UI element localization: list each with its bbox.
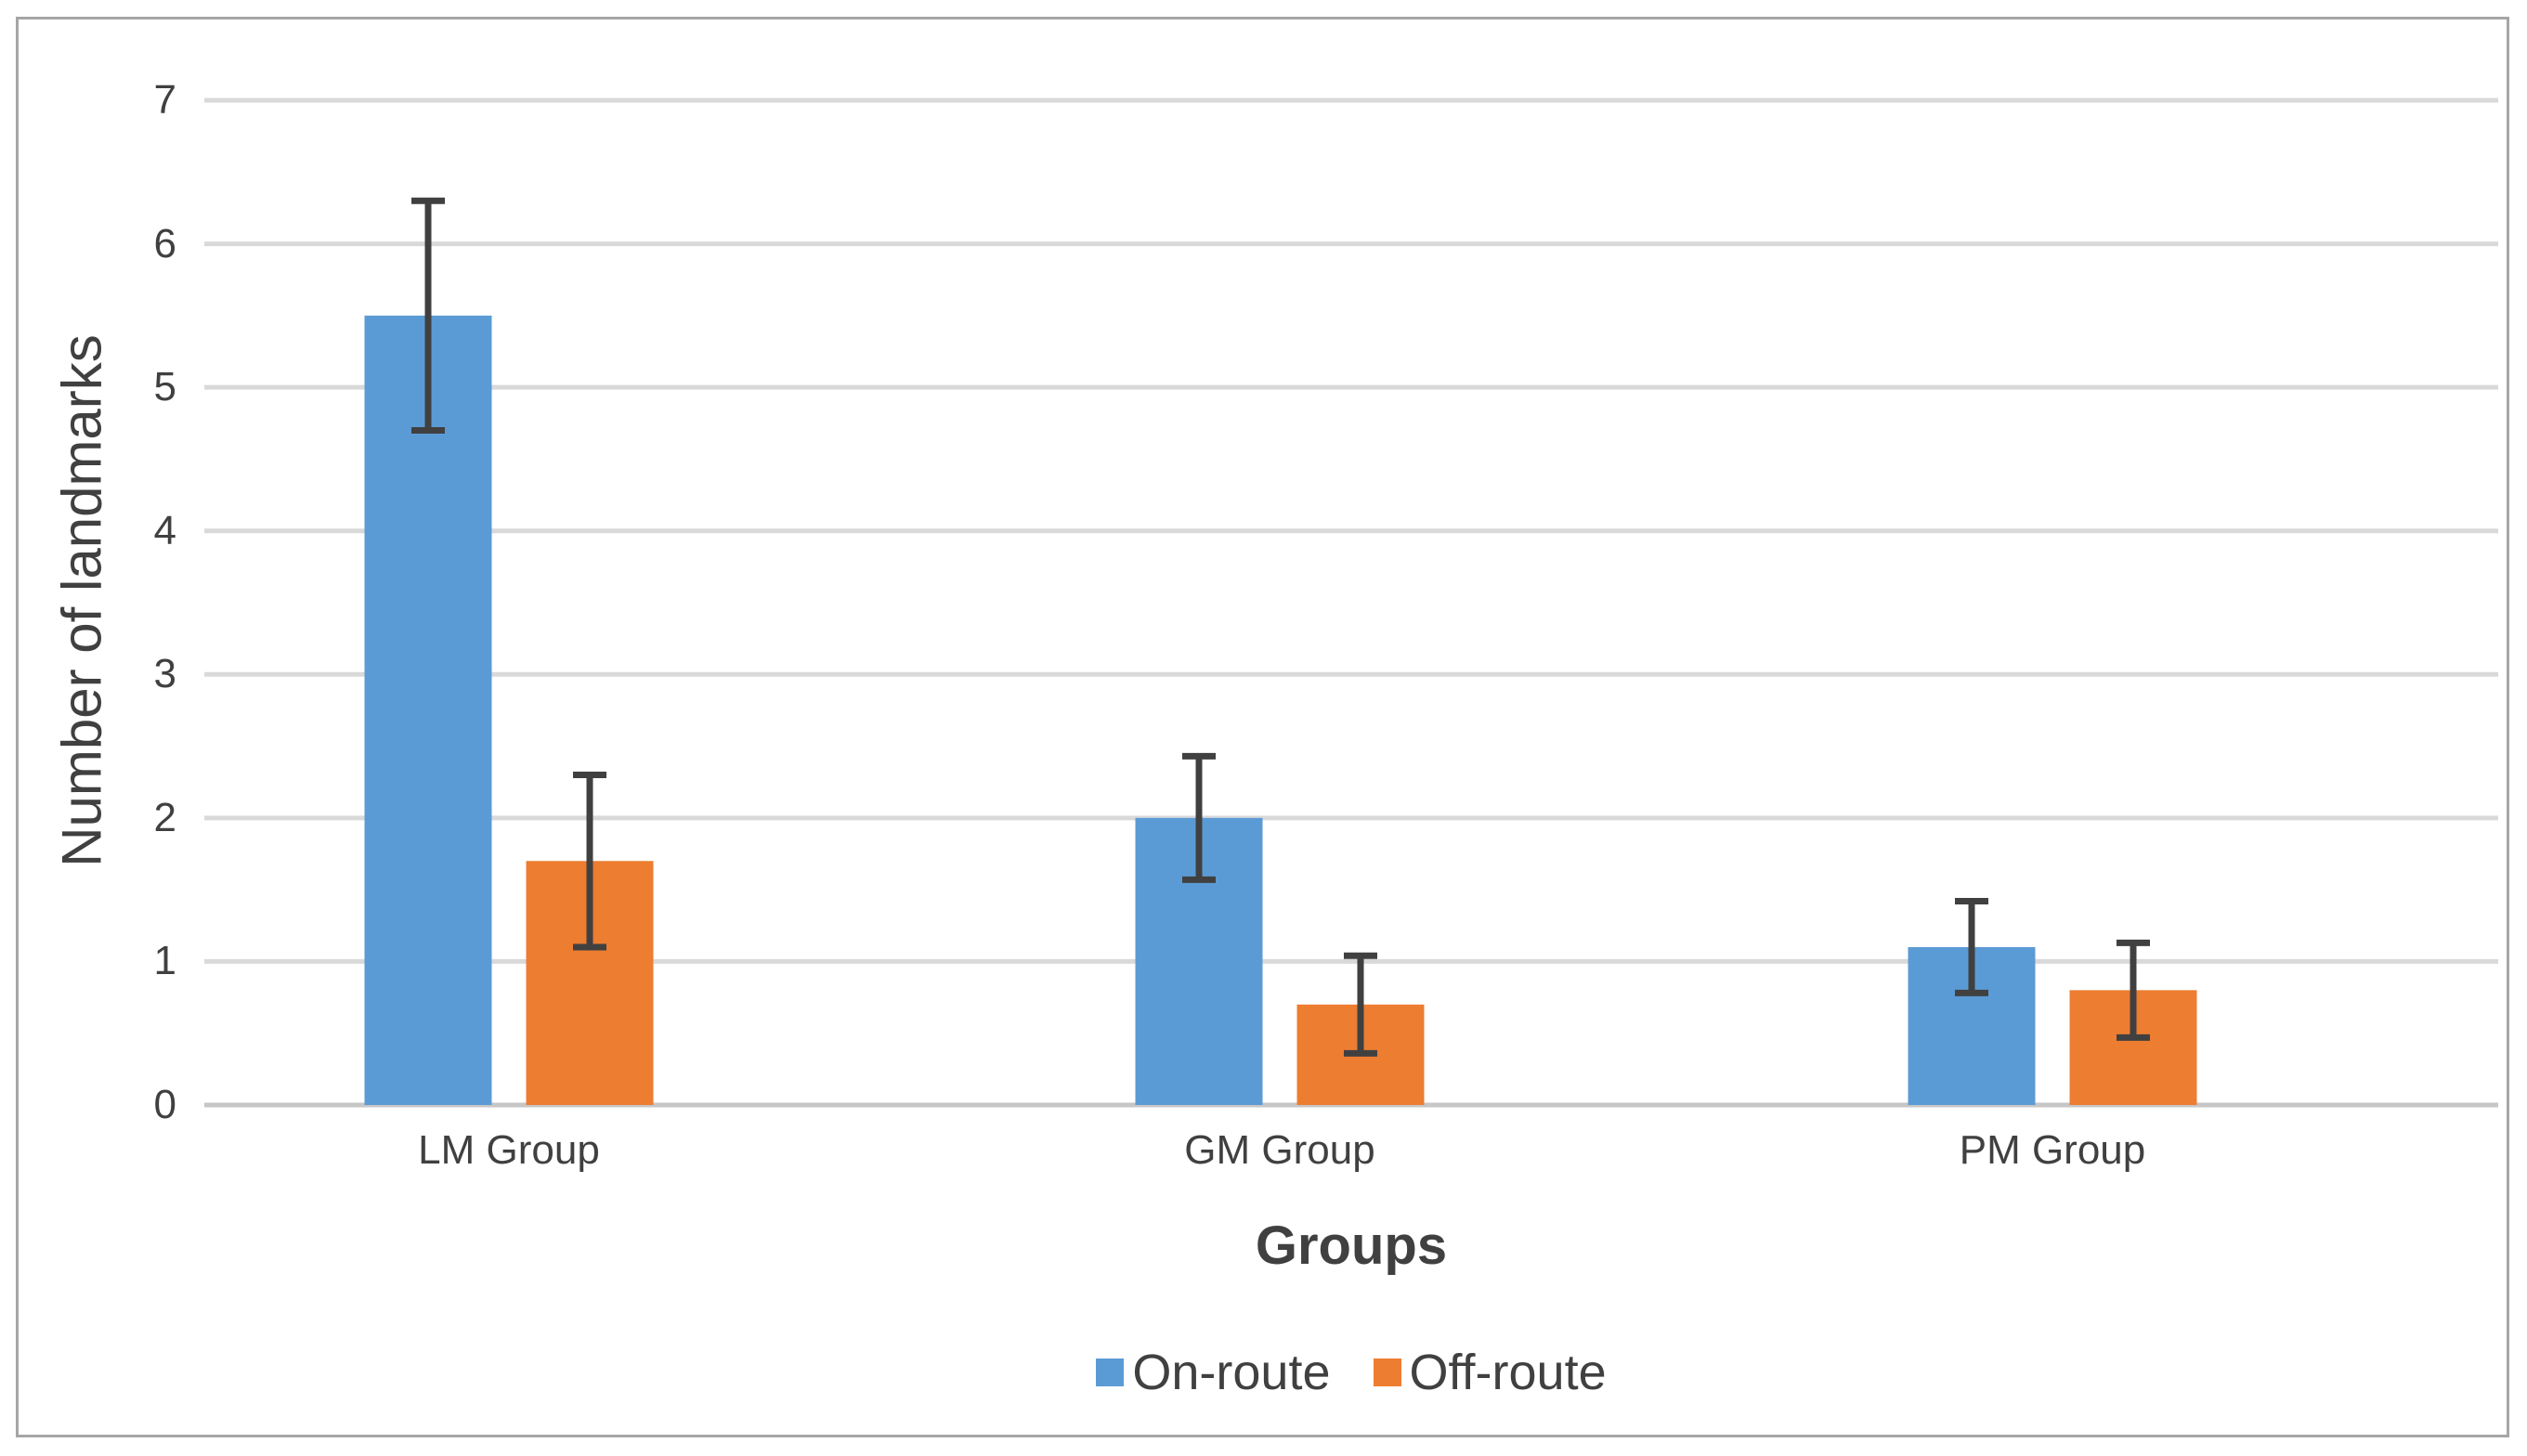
error-bar-off-route-2 [2117, 939, 2150, 1041]
legend-swatch-on-route-icon [1096, 1358, 1125, 1386]
x-category-label-gm: GM Group [1184, 1127, 1375, 1173]
legend-item-off-route: Off-route [1373, 1345, 1607, 1400]
error-bar-on-route-1 [1182, 752, 1216, 883]
error-bar-off-route-1 [1344, 952, 1377, 1057]
y-axis-title: Number of landmarks [50, 334, 113, 867]
y-tick-label: 3 [153, 651, 176, 697]
x-category-label-lm: LM Group [418, 1127, 600, 1173]
y-tick-label: 5 [153, 364, 176, 410]
legend: On-route Off-route [204, 1335, 2498, 1410]
legend-label-off-route: Off-route [1409, 1345, 1607, 1400]
error-bar-off-route-0 [573, 771, 606, 951]
legend-swatch-off-route-icon [1373, 1358, 1401, 1386]
legend-item-on-route: On-route [1096, 1345, 1331, 1400]
y-tick-label: 1 [153, 938, 176, 984]
error-bar-on-route-0 [411, 197, 445, 435]
error-bar-on-route-2 [1955, 898, 1988, 996]
x-axis-title: Groups [1255, 1216, 1448, 1276]
x-category-label-pm: PM Group [1959, 1127, 2146, 1173]
y-tick-label: 4 [153, 507, 176, 553]
y-axis-tick-labels: 0 1 2 3 4 5 6 7 [0, 0, 176, 1456]
y-tick-label: 0 [153, 1082, 176, 1127]
y-tick-label: 7 [153, 77, 176, 123]
y-tick-label: 2 [153, 794, 176, 840]
bar-on-route-0 [364, 315, 492, 1105]
y-tick-label: 6 [153, 220, 176, 266]
legend-label-on-route: On-route [1132, 1345, 1331, 1400]
